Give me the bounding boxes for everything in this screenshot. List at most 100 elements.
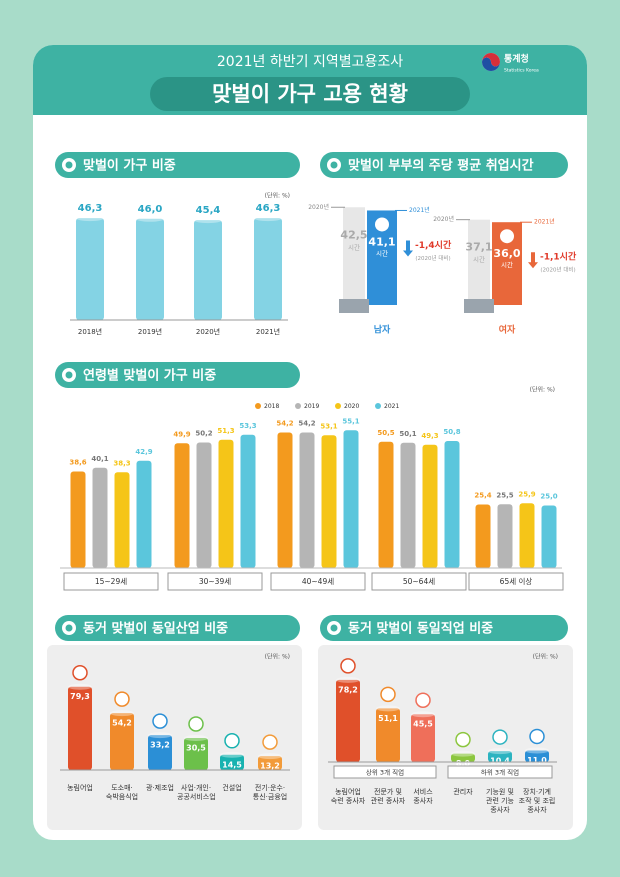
- bar: [321, 435, 337, 568]
- legend-swatch: [335, 403, 341, 409]
- category-box: [63, 572, 159, 591]
- category-label: 남자: [374, 324, 391, 336]
- group-label: 상위 3개 직업: [366, 768, 404, 777]
- value-label: 38,6: [69, 459, 86, 467]
- icon-badge: [188, 716, 204, 732]
- category-label: 관리자: [453, 788, 473, 796]
- value-label: 78,2: [338, 685, 358, 694]
- category-label: 건설업: [222, 784, 242, 792]
- value-label: 45,5: [413, 720, 433, 729]
- value-label: 50,1: [399, 430, 416, 438]
- bar-top: [148, 732, 172, 739]
- category-label: 40~49세: [302, 577, 334, 586]
- value-label: 10,4: [490, 757, 510, 766]
- change-label: -1,4시간: [415, 239, 452, 251]
- value-label: 25,4: [474, 492, 491, 500]
- bar: [92, 467, 108, 568]
- category-label: 서비스 종사자: [413, 788, 433, 805]
- unit-label: 시간: [348, 242, 360, 251]
- bar: [525, 750, 549, 762]
- value-label: 37,1: [465, 241, 492, 254]
- value-label: 54,2: [276, 420, 293, 428]
- bar: [497, 504, 513, 568]
- value-label: 46,0: [138, 204, 163, 215]
- bar: [336, 679, 360, 762]
- header-title: 맞벌이 가구 고용 현황: [212, 82, 408, 106]
- bar-top: [194, 217, 222, 224]
- bar: [468, 219, 490, 305]
- category-box: [167, 572, 263, 591]
- desk: [339, 299, 369, 313]
- value-label: 13,2: [260, 762, 280, 771]
- legend-label: 2021년: [534, 218, 555, 226]
- value-label: 46,3: [78, 203, 103, 214]
- unit-label: 시간: [376, 248, 388, 257]
- bar: [541, 505, 557, 568]
- category-label: 장치·기계 조작 및 조립 종사자: [518, 788, 556, 814]
- value-label: 25,5: [496, 491, 513, 499]
- value-label: 25,9: [518, 490, 535, 498]
- category-label: 광·제조업: [146, 784, 174, 792]
- bar: [110, 713, 134, 770]
- value-label: 38,3: [113, 459, 130, 467]
- value-label: 50,8: [443, 428, 460, 436]
- bar: [451, 753, 475, 762]
- legend-label: 2018: [264, 403, 279, 410]
- bar-top: [525, 747, 549, 754]
- section-title: 동거 맞벌이 동일직업 비중: [348, 621, 493, 637]
- logo-text-en: Statistics Korea: [504, 68, 539, 74]
- bar: [174, 443, 190, 568]
- section-pill: [55, 615, 300, 641]
- category-label: 2020년: [196, 327, 220, 336]
- category-label: 전문가 및 관련 종사자: [370, 788, 406, 805]
- legend-label: 2019: [304, 403, 319, 410]
- bar: [136, 460, 152, 568]
- group-box: [333, 765, 437, 779]
- legend-label: 2020: [344, 403, 359, 410]
- section-pill: [55, 362, 300, 388]
- bar: [488, 751, 512, 762]
- bar-top: [254, 215, 282, 222]
- value-label: 50,2: [195, 430, 212, 438]
- value-label: 55,1: [342, 417, 359, 425]
- section-title: 동거 맞벌이 동일산업 비중: [83, 621, 228, 637]
- legend-label: 2020년: [433, 215, 454, 223]
- bar: [218, 439, 234, 568]
- bar: [70, 471, 86, 568]
- bar: [411, 714, 435, 762]
- bar: [376, 708, 400, 762]
- clock-icon: [500, 229, 514, 244]
- icon-badge: [72, 664, 88, 681]
- header-subtitle: 2021년 하반기 지역별고용조사: [217, 54, 403, 70]
- change-note: (2020년 대비): [415, 254, 450, 262]
- value-label: 46,3: [256, 203, 281, 214]
- bar: [299, 432, 315, 568]
- unit-label: 시간: [501, 260, 513, 269]
- logo-red: [482, 53, 500, 67]
- value-label: 8,0: [456, 759, 471, 768]
- value-label: 14,5: [222, 760, 242, 769]
- bar: [240, 434, 256, 568]
- bar: [378, 441, 394, 568]
- icon-badge: [380, 686, 396, 703]
- category-box: [270, 572, 366, 591]
- category-label: 2018년: [78, 327, 102, 336]
- section-pill: [320, 615, 568, 641]
- icon-badge: [114, 691, 130, 707]
- icon-badge: [340, 658, 356, 674]
- logo-blue: [482, 57, 500, 71]
- value-label: 79,3: [70, 692, 90, 701]
- section-pill: [320, 152, 568, 178]
- bar: [148, 735, 172, 770]
- desk: [464, 299, 494, 313]
- category-label: 도소매·숙박음식업: [105, 784, 139, 801]
- bar: [519, 503, 535, 568]
- change-arrow: [403, 240, 413, 257]
- bar-top: [136, 215, 164, 222]
- logo-text: 통계청: [504, 53, 529, 65]
- icon-badge: [152, 713, 168, 729]
- value-label: 25,0: [540, 493, 557, 501]
- legend-label: 2021: [384, 403, 399, 410]
